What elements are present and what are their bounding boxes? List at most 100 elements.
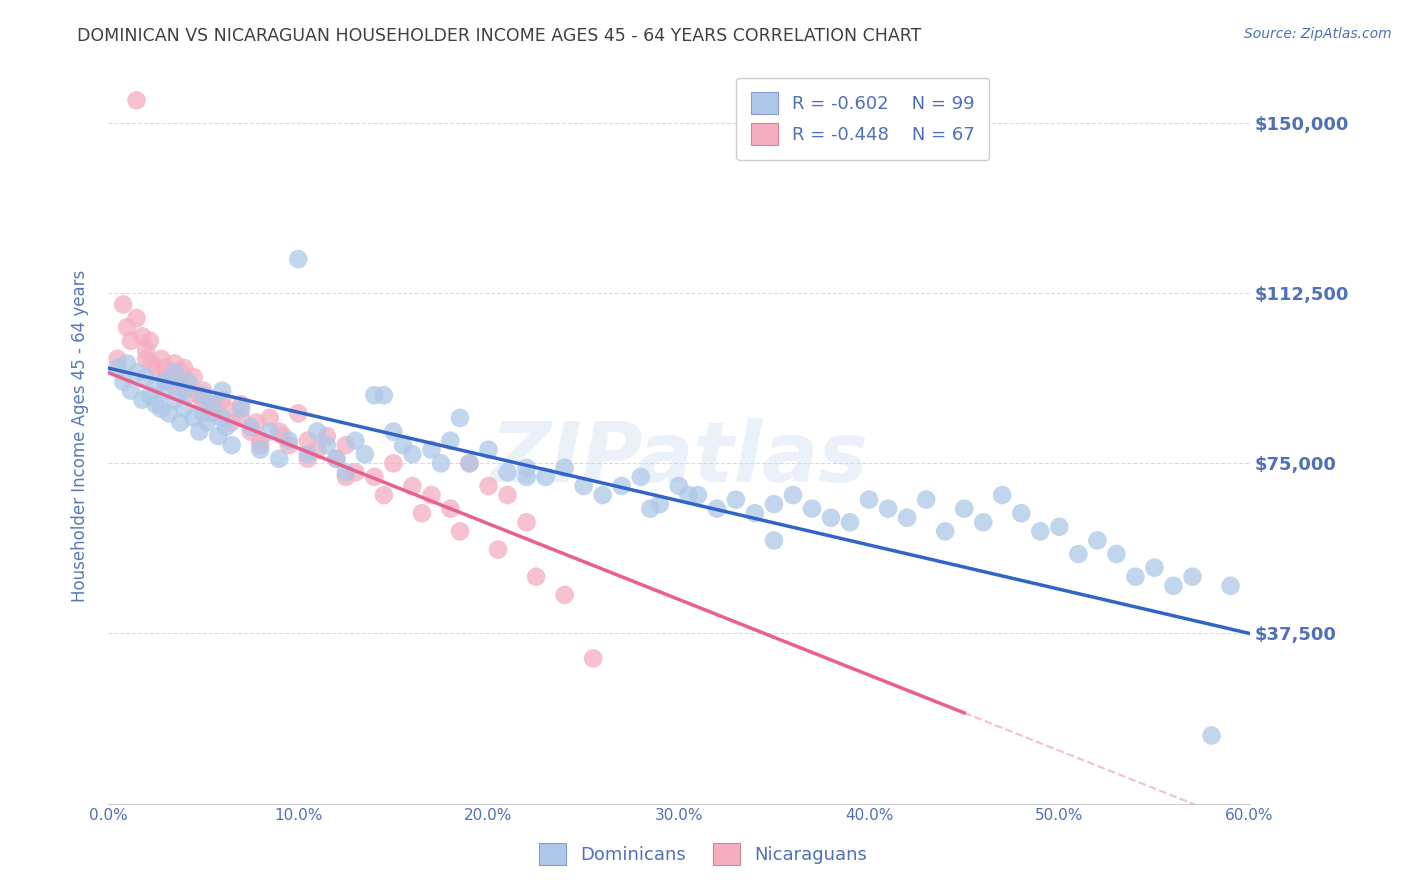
Point [173,384,195,398]
Point [953,501,976,516]
Text: DOMINICAN VS NICARAGUAN HOUSEHOLDER INCOME AGES 45 - 64 YEARS CORRELATION CHART: DOMINICAN VS NICARAGUAN HOUSEHOLDER INCO… [77,27,922,45]
Point [592,488,614,502]
Point [477,442,499,457]
Point [150,351,173,366]
Point [1029,524,1052,539]
Point [125,366,148,380]
Point [112,297,135,311]
Point [839,516,862,530]
Point [115,320,138,334]
Point [373,488,395,502]
Point [157,375,180,389]
Y-axis label: Householder Income Ages 45 - 64 years: Householder Income Ages 45 - 64 years [72,270,89,602]
Point [668,479,690,493]
Point [163,366,186,380]
Point [150,401,173,416]
Point [678,488,700,502]
Point [420,442,443,457]
Point [1010,506,1032,520]
Point [934,524,956,539]
Point [191,384,214,398]
Point [554,460,576,475]
Point [297,434,319,448]
Point [297,447,319,461]
Point [211,384,233,398]
Point [991,488,1014,502]
Point [183,411,205,425]
Point [630,470,652,484]
Point [201,406,224,420]
Point [1085,533,1108,548]
Point [153,375,176,389]
Point [1163,579,1185,593]
Point [449,411,471,425]
Point [188,425,211,439]
Point [169,366,191,380]
Point [534,470,557,484]
Point [335,470,357,484]
Point [139,388,162,402]
Point [420,488,443,502]
Point [141,356,163,370]
Point [131,329,153,343]
Point [201,397,224,411]
Point [153,370,176,384]
Point [120,384,142,398]
Point [159,370,181,384]
Point [231,397,253,411]
Point [188,388,211,402]
Point [211,392,233,407]
Point [135,370,157,384]
Point [287,252,309,266]
Point [363,470,385,484]
Point [496,466,519,480]
Text: Source: ZipAtlas.com: Source: ZipAtlas.com [1244,27,1392,41]
Point [231,411,253,425]
Point [215,401,238,416]
Point [307,425,329,439]
Point [239,420,262,434]
Point [315,438,337,452]
Point [191,397,214,411]
Point [173,361,195,376]
Point [145,361,167,376]
Point [458,456,481,470]
Point [315,429,337,443]
Point [382,425,405,439]
Point [135,351,157,366]
Point [177,388,200,402]
Point [486,542,509,557]
Point [259,425,281,439]
Point [516,460,538,475]
Point [145,379,167,393]
Point [524,570,547,584]
Point [516,470,538,484]
Point [245,416,267,430]
Point [610,479,633,493]
Point [249,442,271,457]
Point [382,456,405,470]
Point [259,411,281,425]
Point [1201,729,1223,743]
Text: ZIPatlas: ZIPatlas [489,417,868,499]
Point [572,479,595,493]
Point [131,392,153,407]
Point [297,451,319,466]
Point [153,361,176,376]
Point [191,388,214,402]
Point [173,401,195,416]
Point [112,375,135,389]
Point [724,492,747,507]
Point [287,406,309,420]
Point [373,388,395,402]
Point [269,451,291,466]
Point [762,533,785,548]
Point [221,416,243,430]
Point [335,466,357,480]
Point [516,516,538,530]
Point [430,456,453,470]
Point [169,416,191,430]
Point [801,501,824,516]
Point [249,434,271,448]
Point [1067,547,1090,561]
